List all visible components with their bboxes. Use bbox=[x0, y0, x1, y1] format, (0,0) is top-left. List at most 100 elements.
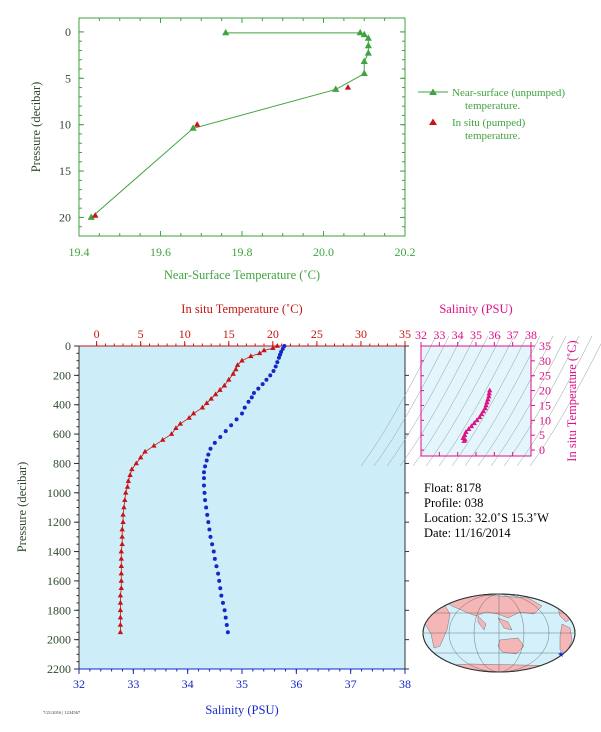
plot-background bbox=[79, 346, 405, 669]
salinity-point bbox=[273, 364, 278, 369]
salinity-point bbox=[211, 549, 216, 554]
density-contour bbox=[373, 335, 450, 467]
salinity-point bbox=[220, 600, 225, 605]
temperature-point bbox=[226, 376, 232, 382]
tick-marks bbox=[74, 341, 409, 674]
pressure-tick-label: 400 bbox=[53, 398, 71, 412]
salinity-point bbox=[225, 630, 230, 635]
salinity-point bbox=[216, 571, 221, 576]
legend-label-pumped-2: temperature. bbox=[465, 130, 521, 142]
salinity-point bbox=[206, 520, 211, 525]
salinity-point bbox=[256, 386, 261, 391]
temperature-point bbox=[119, 526, 125, 532]
salinity-point bbox=[208, 446, 213, 451]
temperature-tick-label: 25 bbox=[311, 327, 323, 341]
profile-number: Profile: 038 bbox=[424, 496, 483, 510]
salinity-point bbox=[280, 346, 285, 351]
temperature-point bbox=[127, 472, 133, 477]
salinity-point bbox=[201, 476, 206, 481]
ts-y-tick-label: 15 bbox=[539, 398, 551, 412]
salinity-point bbox=[222, 608, 227, 613]
salinity-point bbox=[201, 483, 206, 488]
ts-y-tick-label: 35 bbox=[539, 339, 551, 353]
temperature-point bbox=[117, 621, 124, 627]
tick-marks bbox=[78, 18, 406, 237]
temperature-point bbox=[270, 345, 276, 351]
temperature-point bbox=[212, 391, 219, 397]
salinity-point bbox=[201, 470, 206, 475]
pressure-tick-label: 800 bbox=[53, 456, 71, 470]
salinity-tick-label: 34 bbox=[182, 677, 194, 691]
float-info: Float: 8178 Profile: 038 Location: 32.0˚… bbox=[424, 481, 549, 540]
salinity-point bbox=[208, 534, 213, 539]
pressure-tick-label: 200 bbox=[53, 368, 71, 382]
temperature-point bbox=[221, 382, 228, 388]
pressure-tick-label: 1400 bbox=[47, 545, 71, 559]
ts-x-tick-label: 32 bbox=[415, 328, 427, 342]
temperature-tick-label: 35 bbox=[399, 327, 411, 341]
temperature-point bbox=[248, 353, 254, 359]
x-tick-label: 20.0 bbox=[313, 245, 334, 259]
salinity-point bbox=[204, 505, 209, 510]
y-tick-label: 0 bbox=[65, 25, 71, 39]
legend-triangle-pumped bbox=[429, 118, 437, 125]
salinity-point bbox=[212, 556, 217, 561]
legend-label-unpumped-1: Near-surface (unpumped) bbox=[452, 87, 565, 99]
salinity-tick-label: 32 bbox=[73, 677, 85, 691]
salinity-point bbox=[202, 490, 207, 495]
pressure-tick-label: 1600 bbox=[47, 574, 71, 588]
ts-point bbox=[471, 420, 477, 426]
salinity-point bbox=[268, 373, 273, 378]
salinity-tick-label: 36 bbox=[290, 677, 302, 691]
ts-point bbox=[480, 408, 487, 414]
salinity-tick-label: 35 bbox=[236, 677, 248, 691]
temperature-point bbox=[117, 629, 124, 635]
legend-label-unpumped-2: temperature. bbox=[465, 100, 521, 112]
unpumped-temperature-point bbox=[360, 69, 368, 77]
temperature-point bbox=[117, 607, 124, 613]
salinity-point bbox=[218, 586, 223, 591]
legend-triangle-unpumped bbox=[429, 88, 437, 95]
temperature-tick-label: 20 bbox=[267, 327, 279, 341]
salinity-point bbox=[264, 377, 269, 382]
temperature-tick-label: 15 bbox=[223, 327, 235, 341]
temperature-point bbox=[118, 563, 124, 569]
temperature-point bbox=[118, 570, 124, 576]
ts-y-tick-label: 20 bbox=[539, 384, 551, 398]
temperature-point bbox=[117, 599, 124, 605]
salinity-point bbox=[275, 360, 280, 365]
temperature-point bbox=[119, 541, 125, 547]
temperature-point bbox=[118, 585, 124, 591]
temperature-point bbox=[125, 478, 132, 483]
ts-point bbox=[483, 402, 489, 408]
temperature-point bbox=[233, 366, 239, 372]
ts-x-tick-label: 33 bbox=[433, 328, 445, 342]
ts-background bbox=[421, 346, 531, 456]
temperature-point bbox=[120, 519, 126, 524]
float-id: Float: 8178 bbox=[424, 481, 481, 495]
ts-point bbox=[486, 390, 492, 396]
ts-point bbox=[486, 393, 492, 399]
y-tick-label: 15 bbox=[59, 164, 71, 178]
salinity-point bbox=[282, 344, 287, 348]
pumped-temperature-point bbox=[194, 121, 201, 127]
temperature-point bbox=[137, 454, 144, 460]
salinity-point bbox=[260, 382, 265, 387]
temperature-point bbox=[217, 387, 223, 392]
temperature-point bbox=[118, 577, 124, 583]
salinity-point bbox=[206, 452, 211, 457]
pumped-temperature-point bbox=[92, 212, 99, 218]
ts-y-tick-label: 10 bbox=[539, 413, 551, 427]
temperature-point bbox=[117, 592, 124, 598]
unpumped-temperature-line bbox=[90, 32, 369, 218]
unpumped-temperature-point bbox=[364, 34, 372, 41]
salinity-point bbox=[246, 399, 251, 404]
temperature-point bbox=[208, 395, 214, 401]
salinity-point bbox=[271, 368, 276, 373]
temperature-point bbox=[160, 436, 166, 442]
series bbox=[87, 28, 372, 220]
ts-point bbox=[487, 387, 493, 393]
salinity-point bbox=[249, 395, 254, 400]
